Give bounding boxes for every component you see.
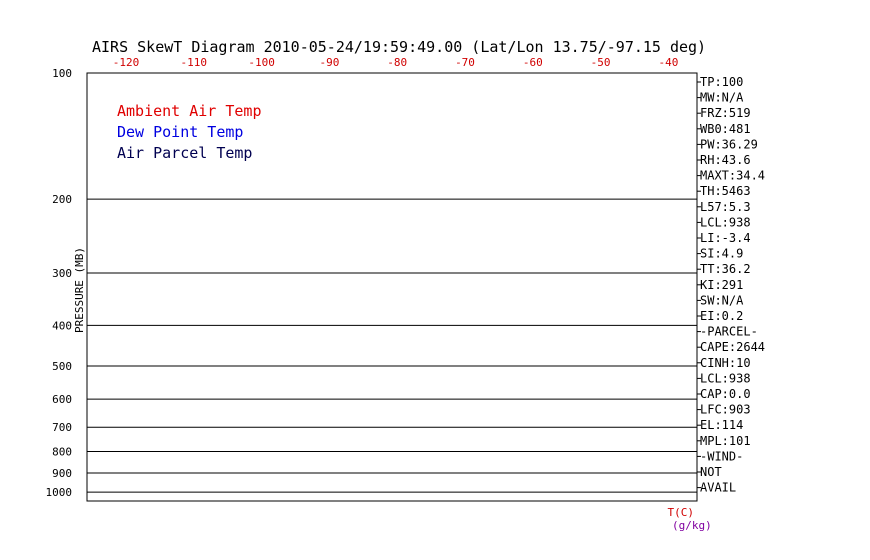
index-value: EL:114 [700, 418, 743, 432]
index-value: RH:43.6 [700, 153, 751, 167]
index-value: TP:100 [700, 75, 743, 89]
index-value: FRZ:519 [700, 106, 751, 120]
pressure-tick-label: 200 [52, 193, 72, 206]
index-value: SI:4.9 [700, 247, 743, 261]
plot-border [86, 72, 698, 502]
top-temp-tick-label: -90 [319, 56, 339, 69]
index-value: NOT [700, 465, 722, 479]
legend-entry: Ambient Air Temp [117, 102, 262, 120]
pressure-tick-label: 700 [52, 421, 72, 434]
index-value: CINH:10 [700, 356, 751, 370]
top-temp-tick-label: -40 [658, 56, 678, 69]
index-value: CAPE:2644 [700, 340, 765, 354]
pressure-tick-label: 600 [52, 393, 72, 406]
legend: Ambient Air Temp Dew Point Temp Air Parcel… [117, 102, 262, 162]
pressure-tick-label: 300 [52, 267, 72, 280]
index-value: LI:-3.4 [700, 231, 751, 245]
index-value: -WIND- [700, 449, 743, 463]
top-temp-tick-label: -50 [591, 56, 611, 69]
axis-labels: 100 200 300 400 500 600 700 800 900 1000 PRESSURE … [46, 56, 712, 532]
top-temp-tick-label: -120 [113, 56, 140, 69]
index-value: WB0:481 [700, 122, 751, 136]
index-value: TH:5463 [700, 184, 751, 198]
chart-title: AIRS SkewT Diagram 2010-05-24/19:59:49.0… [92, 38, 706, 56]
y-axis-label: PRESSURE (MB) [73, 247, 86, 333]
index-value: SW:N/A [700, 293, 744, 307]
index-value: AVAIL [700, 481, 736, 495]
index-value: MW:N/A [700, 91, 744, 105]
index-value: EI:0.2 [700, 309, 743, 323]
pressure-tick-label: 100 [52, 67, 72, 80]
top-temp-tick-label: -110 [181, 56, 208, 69]
legend-entry: Air Parcel Temp [117, 144, 252, 162]
index-value: LFC:903 [700, 403, 751, 417]
top-temp-tick-label: -100 [248, 56, 275, 69]
plot-frame [86, 72, 698, 502]
mixing-ratio-unit-label: (g/kg) [672, 519, 712, 532]
pressure-tick-label: 800 [52, 446, 72, 459]
index-value: LCL:938 [700, 371, 751, 385]
pressure-tick-label: 900 [52, 467, 72, 480]
index-value: TT:36.2 [700, 262, 751, 276]
index-value: CAP:0.0 [700, 387, 751, 401]
x-axis-label: T(C) [668, 506, 695, 519]
index-value: L57:5.3 [700, 200, 751, 214]
index-value: -PARCEL- [700, 325, 758, 339]
index-value: MAXT:34.4 [700, 169, 765, 183]
top-temp-tick-label: -60 [523, 56, 543, 69]
top-temp-tick-label: -70 [455, 56, 475, 69]
top-temp-tick-label: -80 [387, 56, 407, 69]
index-value: LCL:938 [700, 215, 751, 229]
legend-entry: Dew Point Temp [117, 123, 243, 141]
index-value: KI:291 [700, 278, 743, 292]
background-lines [87, 73, 697, 493]
pressure-tick-label: 400 [52, 319, 72, 332]
index-value: MPL:101 [700, 434, 751, 448]
pressure-tick-label: 1000 [46, 486, 73, 499]
index-value: PW:36.29 [700, 137, 758, 151]
pressure-tick-label: 500 [52, 360, 72, 373]
